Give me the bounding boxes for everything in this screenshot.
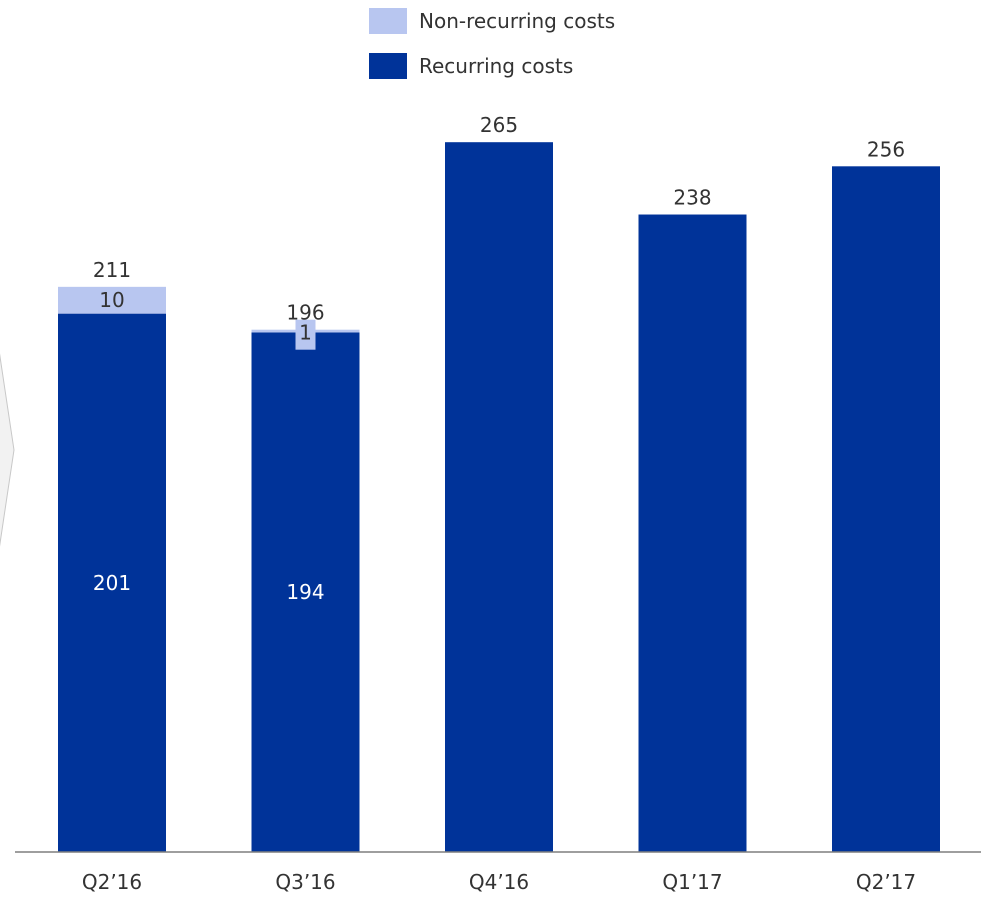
data-label-non-recurring-costs-q2-16: 10 — [99, 288, 124, 312]
x-tick-label-q2-16: Q2’16 — [82, 870, 142, 894]
bar-recurring-costs-q2-17 — [832, 166, 940, 852]
x-tick-label-q3-16: Q3’16 — [275, 870, 335, 894]
x-tick-label-q1-17: Q1’17 — [662, 870, 722, 894]
bar-recurring-costs-q1-17 — [638, 214, 747, 853]
total-label-q4-16: 265 — [480, 113, 518, 137]
total-label-q1-17: 238 — [673, 186, 711, 210]
total-label-q3-16: 196 — [286, 301, 324, 325]
total-label-q2-16: 211 — [93, 258, 131, 282]
legend-label-non-recurring-costs: Non-recurring costs — [419, 9, 615, 33]
data-label-recurring-costs-q3-16: 194 — [286, 580, 324, 604]
legend: Non-recurring costs Recurring costs — [369, 8, 615, 79]
x-axis-tick-labels: Q2’16 Q3’16 Q4’16 Q1’17 Q2’17 — [82, 870, 916, 894]
x-tick-label-q4-16: Q4’16 — [469, 870, 529, 894]
legend-label-recurring-costs: Recurring costs — [419, 54, 573, 78]
legend-swatch-non-recurring-costs — [369, 8, 407, 34]
data-label-background — [295, 319, 316, 350]
bar-recurring-costs-q4-16 — [445, 142, 553, 852]
x-tick-label-q2-17: Q2’17 — [856, 870, 916, 894]
bar-recurring-costs-q3-16 — [251, 332, 360, 853]
bars-layer — [58, 142, 940, 853]
data-label-recurring-costs-q2-16: 201 — [93, 571, 131, 595]
data-label-non-recurring-costs-q3-16: 1 — [299, 321, 312, 345]
total-label-q2-17: 256 — [867, 137, 905, 161]
legend-swatch-recurring-costs — [369, 53, 407, 79]
decorative-chevron-shape — [0, 353, 15, 547]
bar-recurring-costs-q2-16 — [58, 313, 166, 853]
bar-non-recurring-costs-q2-16 — [58, 286, 166, 314]
